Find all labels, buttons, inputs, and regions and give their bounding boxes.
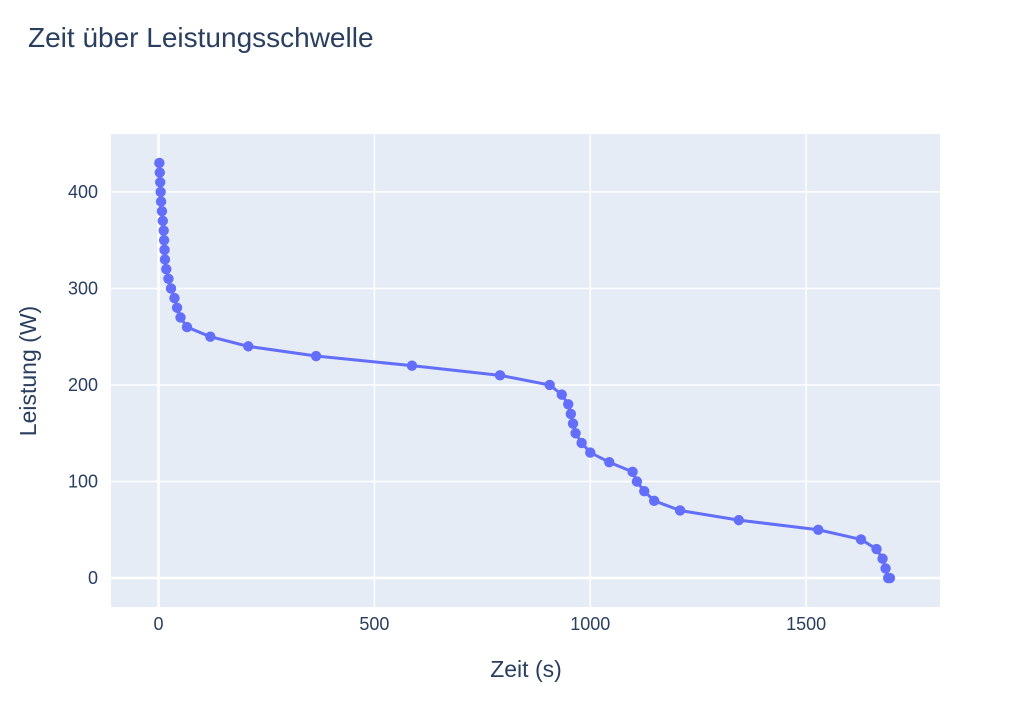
y-tick-label: 300 xyxy=(68,278,98,298)
data-point[interactable] xyxy=(155,196,167,207)
data-point[interactable] xyxy=(165,283,177,294)
data-point[interactable] xyxy=(159,254,171,265)
x-tick-label: 1000 xyxy=(570,614,610,634)
chart-title: Zeit über Leistungsschwelle xyxy=(28,22,374,53)
x-axis-title: Zeit (s) xyxy=(490,656,562,682)
data-point[interactable] xyxy=(175,312,186,323)
data-point[interactable] xyxy=(154,157,165,169)
data-point[interactable] xyxy=(570,428,581,439)
tick-labels: 0 500 1000 1500 0 100 200 300 400 xyxy=(68,182,826,634)
data-point[interactable] xyxy=(877,553,888,564)
y-tick-label: 0 xyxy=(88,568,98,588)
data-point[interactable] xyxy=(205,331,216,342)
data-point[interactable] xyxy=(158,225,169,236)
data-point[interactable] xyxy=(639,485,650,497)
data-point[interactable] xyxy=(156,206,168,217)
data-point[interactable] xyxy=(880,563,891,574)
data-point[interactable] xyxy=(567,418,579,429)
plot-area xyxy=(111,134,940,607)
x-tick-label: 500 xyxy=(359,614,389,634)
data-point[interactable] xyxy=(169,292,180,304)
grid-lines xyxy=(111,134,940,607)
y-tick-label: 400 xyxy=(68,182,98,202)
data-point[interactable] xyxy=(310,350,322,362)
data-point[interactable] xyxy=(627,466,638,478)
data-point[interactable] xyxy=(181,321,193,333)
data-point[interactable] xyxy=(157,215,169,227)
y-tick-label: 200 xyxy=(68,375,98,395)
data-point[interactable] xyxy=(631,476,643,487)
data-point[interactable] xyxy=(855,534,867,545)
data-point[interactable] xyxy=(563,399,574,410)
data-point[interactable] xyxy=(171,302,183,313)
data-point[interactable] xyxy=(155,177,166,188)
data-point[interactable] xyxy=(556,389,567,400)
data-point[interactable] xyxy=(871,543,882,555)
data-point[interactable] xyxy=(494,370,506,381)
data-point[interactable] xyxy=(565,408,577,420)
data-point[interactable] xyxy=(161,263,172,275)
x-tick-label: 0 xyxy=(153,614,163,634)
y-axis-title: Leistung (W) xyxy=(15,306,41,436)
data-point[interactable] xyxy=(884,572,896,584)
data-point[interactable] xyxy=(155,186,166,198)
data-point[interactable] xyxy=(406,360,418,371)
series-layer xyxy=(154,157,896,584)
data-point[interactable] xyxy=(674,505,686,516)
data-point[interactable] xyxy=(733,514,744,526)
y-tick-label: 100 xyxy=(68,472,98,492)
data-point[interactable] xyxy=(813,524,824,535)
x-tick-label: 1500 xyxy=(786,614,826,634)
data-point[interactable] xyxy=(604,457,615,468)
data-point[interactable] xyxy=(158,234,170,246)
data-point[interactable] xyxy=(585,447,596,458)
data-point[interactable] xyxy=(243,341,254,352)
data-point[interactable] xyxy=(163,273,174,284)
data-point[interactable] xyxy=(544,379,555,391)
data-point[interactable] xyxy=(648,495,660,507)
data-point[interactable] xyxy=(576,437,587,449)
data-point[interactable] xyxy=(154,167,165,178)
data-point[interactable] xyxy=(159,244,170,256)
